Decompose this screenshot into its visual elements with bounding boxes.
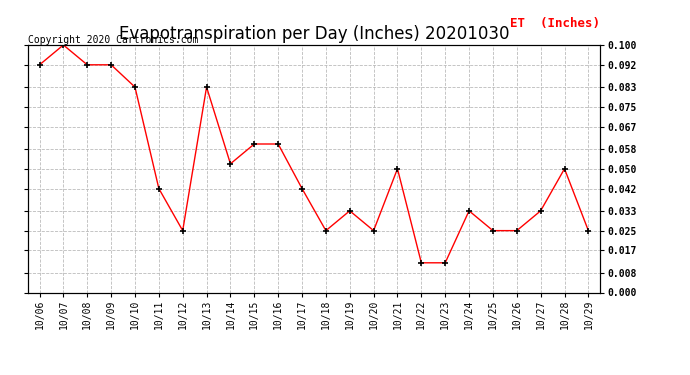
Text: ET  (Inches): ET (Inches) <box>511 17 600 30</box>
Title: Evapotranspiration per Day (Inches) 20201030: Evapotranspiration per Day (Inches) 2020… <box>119 26 509 44</box>
Text: Copyright 2020 Cartronics.com: Copyright 2020 Cartronics.com <box>28 35 198 45</box>
